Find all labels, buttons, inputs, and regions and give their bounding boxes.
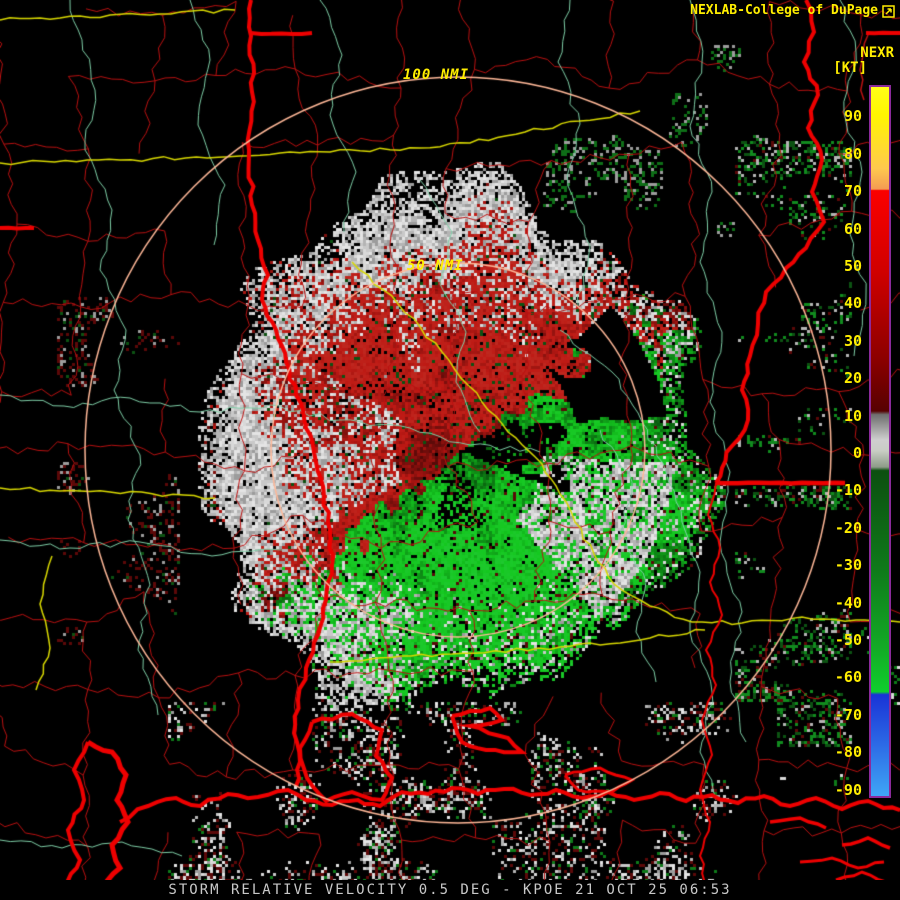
status-bar: STORM RELATIVE VELOCITY 0.5 DEG - KPOE 2… — [0, 880, 900, 900]
velocity-legend: NEXR [KT] — [800, 0, 900, 900]
legend-tick-label: 60 — [843, 219, 862, 238]
legend-tick-label: -10 — [834, 481, 862, 500]
legend-tick-label: 40 — [843, 294, 862, 313]
legend-tick-label: 70 — [843, 182, 862, 201]
legend-tick-label: 10 — [843, 406, 862, 425]
legend-tick-label: -90 — [834, 780, 862, 799]
status-text: STORM RELATIVE VELOCITY 0.5 DEG - KPOE 2… — [168, 882, 732, 898]
range-ring-label-50nmi: 50 NMI — [407, 258, 464, 274]
legend-tick-label: 80 — [843, 144, 862, 163]
cursor-box-icon — [882, 4, 895, 18]
legend-tick-label: -60 — [834, 668, 862, 687]
legend-colorbar — [869, 85, 891, 798]
legend-tick-label: -50 — [834, 631, 862, 649]
legend-tick-label: -70 — [834, 705, 862, 724]
range-ring-label-100nmi: 100 NMI — [403, 67, 470, 83]
legend-tick-label: -20 — [834, 518, 862, 537]
brand-text: NEXLAB-College of DuPage — [690, 3, 878, 18]
legend-tick-label: -40 — [834, 593, 862, 612]
legend-tick-label: 50 — [843, 257, 862, 275]
legend-tick-label: 30 — [843, 331, 862, 350]
legend-tick-label: -30 — [834, 556, 862, 575]
legend-tick-label: 20 — [843, 369, 862, 388]
legend-tick-label: 0 — [852, 444, 862, 462]
legend-tick-label: 90 — [843, 107, 862, 126]
branding: NEXLAB-College of DuPage — [690, 3, 896, 18]
legend-title: NEXR — [860, 45, 894, 61]
legend-tick-label: -80 — [834, 743, 862, 762]
legend-unit-label: [KT] — [833, 60, 867, 76]
